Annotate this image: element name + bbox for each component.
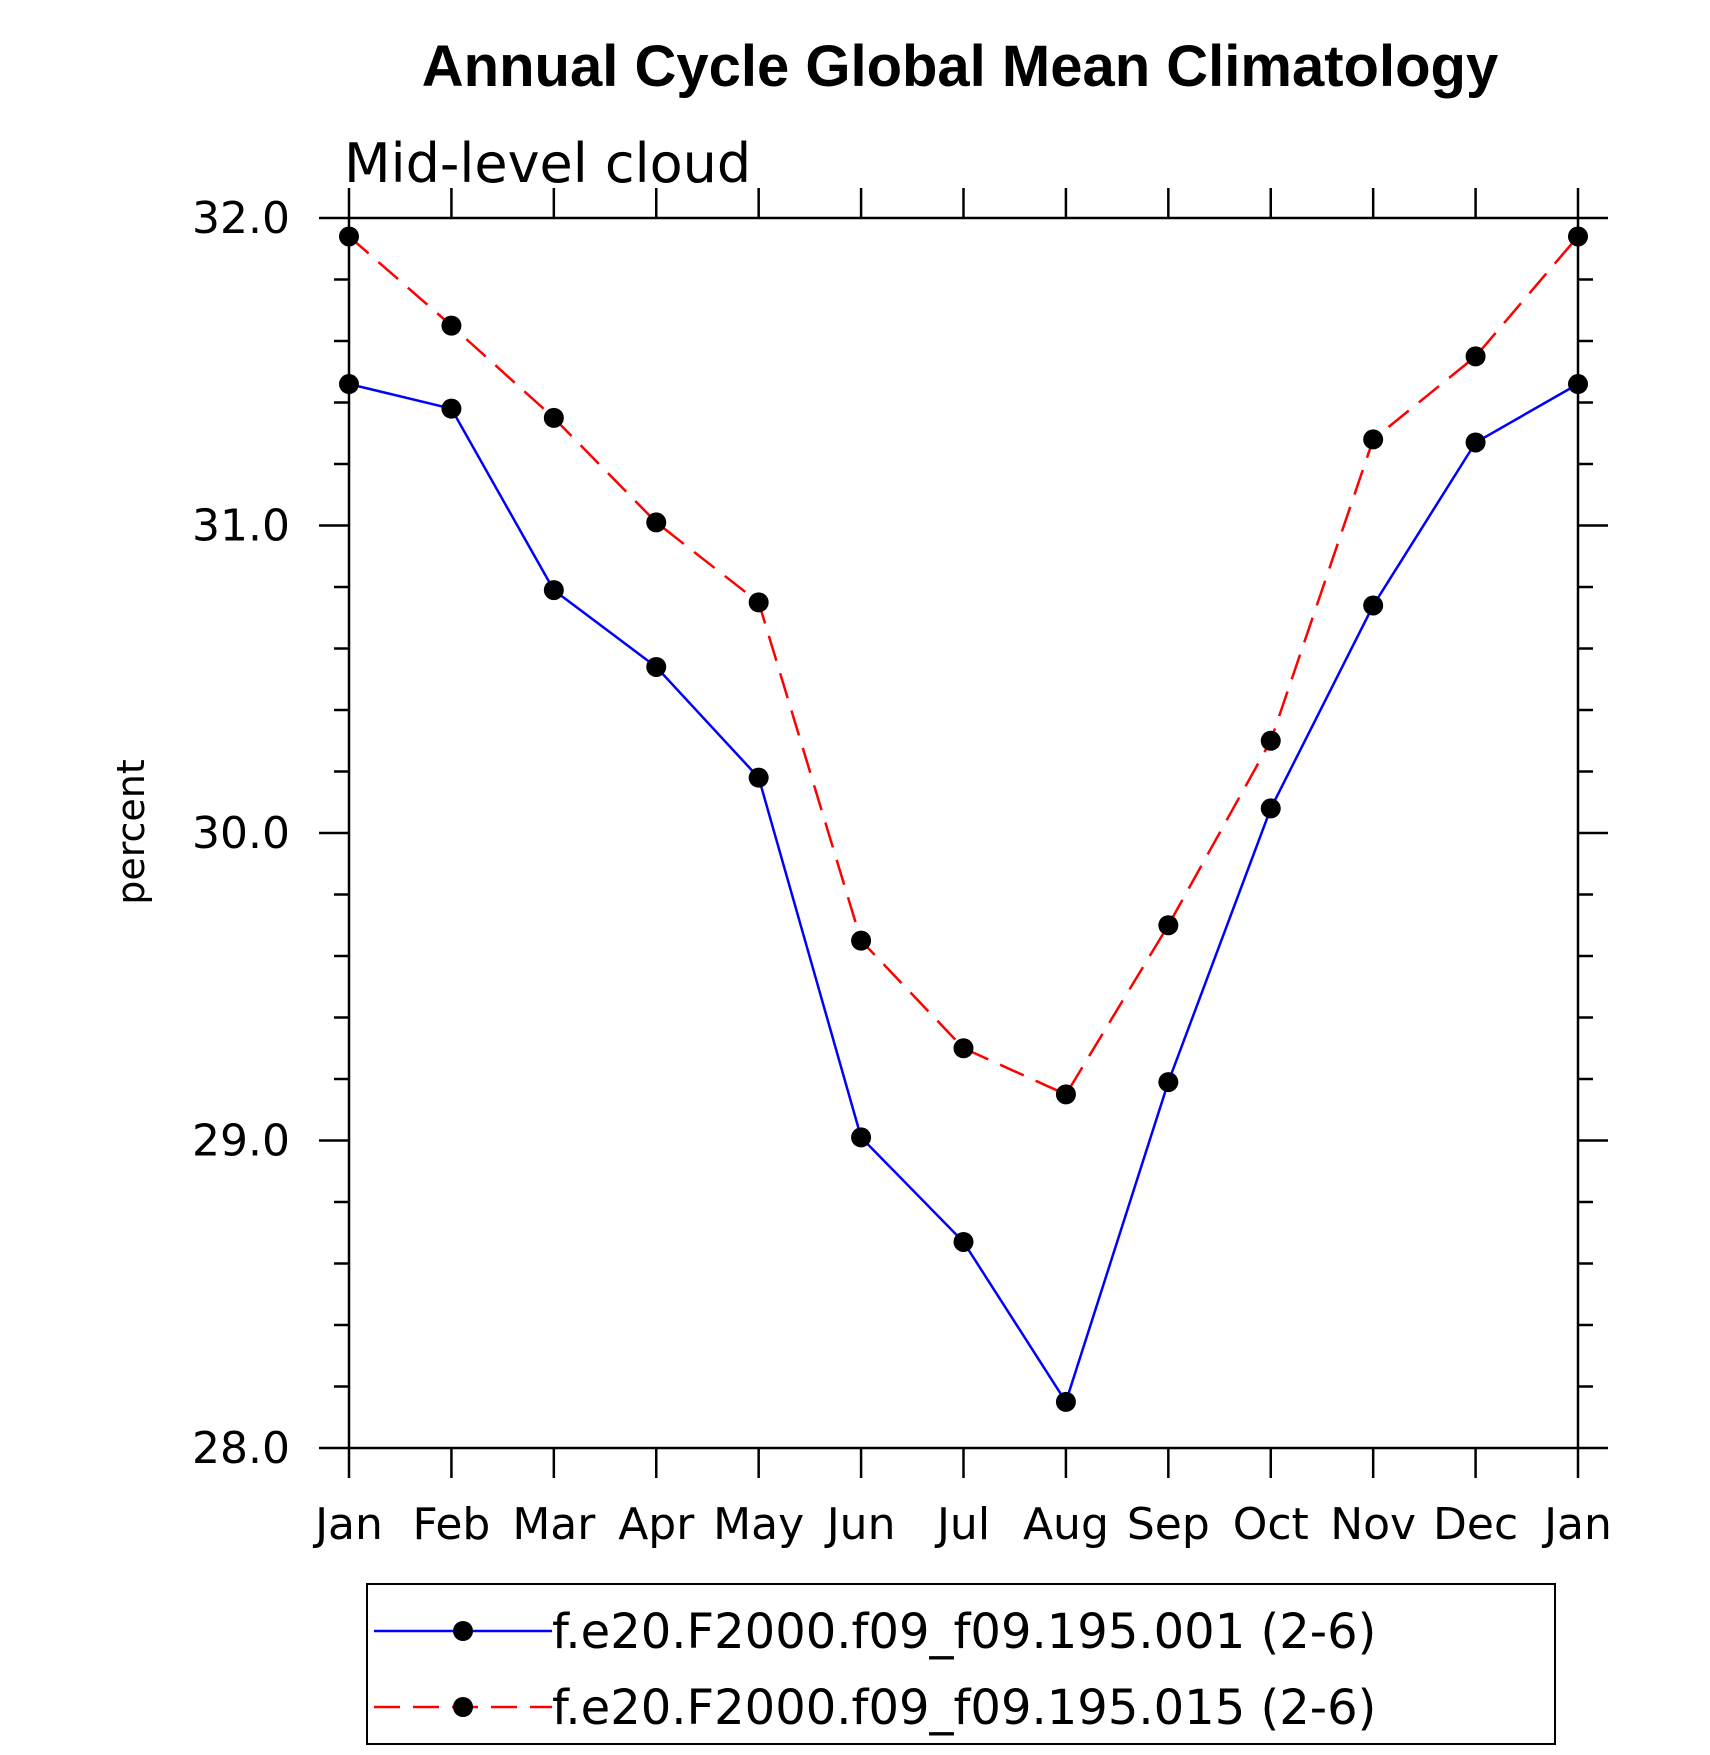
chart-subtitle: Mid-level cloud [344,132,751,195]
x-tick-label: Mar [512,1499,596,1550]
x-tick-label: Feb [412,1499,490,1550]
data-point-series-1 [1055,1391,1076,1412]
data-point-series-1 [1465,432,1486,453]
y-axis-label: percent [109,759,153,905]
data-point-series-2 [339,226,359,247]
data-point-series-1 [953,1231,974,1252]
data-point-series-1 [441,398,462,419]
data-point-series-2 [646,512,667,533]
data-point-series-2 [851,930,872,951]
legend-box [366,1583,1556,1745]
legend-entry-series-1: f.e20.F2000.f09_f09.195.001 (2-6) [374,1604,1376,1660]
x-tick-label: Aug [1023,1499,1109,1550]
data-point-series-2 [1568,226,1588,247]
legend: f.e20.F2000.f09_f09.195.001 (2-6) f.e20.… [366,1583,1556,1745]
data-point-series-1 [851,1127,872,1148]
data-point-series-2 [1465,346,1486,367]
legend-label-series-2: f.e20.F2000.f09_f09.195.015 (2-6) [552,1680,1376,1736]
x-tick-label: Jul [934,1499,990,1550]
data-point-series-1 [1158,1072,1179,1093]
y-tick-label: 30.0 [192,808,290,859]
plot-frame [347,216,1580,1450]
x-tick-label: Oct [1233,1499,1309,1550]
x-tick-label: Sep [1127,1499,1210,1550]
x-tick-label: Nov [1330,1499,1416,1550]
data-point-series-2 [748,592,769,613]
axes: Jan Feb Mar Apr May Jun Jul Aug Sep Oct Nov Dec Jan 2… [192,188,1612,1550]
legend-entry-series-2: f.e20.F2000.f09_f09.195.015 (2-6) [374,1680,1376,1736]
x-tick-label: Dec [1433,1499,1518,1550]
data-point-series-2 [953,1038,974,1059]
legend-marker-series-2 [453,1697,473,1717]
legend-label-series-1: f.e20.F2000.f09_f09.195.001 (2-6) [552,1604,1376,1660]
x-tick-label: Apr [618,1499,695,1550]
legend-marker-series-1 [453,1621,473,1641]
y-tick-label: 31.0 [192,501,290,552]
series-layer [339,226,1588,1412]
series-line-2 [348,235,1579,1096]
data-point-series-2 [1260,730,1281,751]
data-point-series-2 [1158,915,1179,936]
data-point-series-2 [543,407,564,428]
data-point-series-1 [748,767,769,788]
data-point-series-1 [1568,374,1588,395]
y-tick-label: 32.0 [192,193,290,244]
x-tick-label: Jun [824,1499,896,1550]
chart-title: Annual Cycle Global Mean Climatology [422,34,1498,99]
data-point-series-2 [441,315,462,336]
x-tick-label: Jan [1541,1499,1612,1550]
data-point-series-1 [1363,595,1384,616]
data-point-series-1 [543,580,564,601]
data-point-series-2 [1055,1084,1076,1105]
data-point-series-1 [339,374,359,395]
y-tick-label: 28.0 [192,1423,290,1474]
data-point-series-2 [1363,429,1384,450]
x-tick-label: Jan [312,1499,383,1550]
data-point-series-1 [646,656,667,677]
y-tick-label: 29.0 [192,1116,290,1167]
x-tick-label: May [713,1499,804,1550]
data-point-series-1 [1260,798,1281,819]
